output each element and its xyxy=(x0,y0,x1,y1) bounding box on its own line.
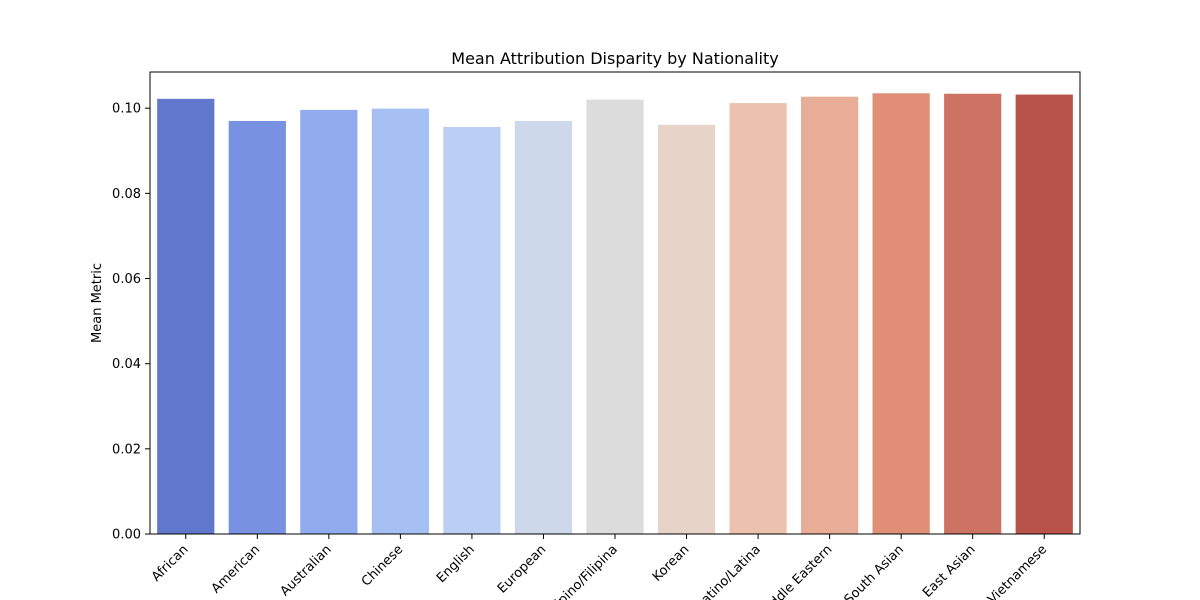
bar xyxy=(801,96,859,534)
x-tick-label: Middle Eastern xyxy=(757,542,836,600)
bar xyxy=(228,120,286,534)
y-tick-label: 0.10 xyxy=(112,102,141,117)
y-tick-label: 0.04 xyxy=(112,357,141,372)
bar xyxy=(872,93,930,534)
chart-title: Mean Attribution Disparity by Nationalit… xyxy=(451,49,778,68)
bar xyxy=(586,99,644,535)
bar xyxy=(944,93,1002,534)
x-tick-label: Latino/Latina xyxy=(693,542,763,600)
x-tick-label: Chinese xyxy=(359,542,406,589)
y-tick-label: 0.00 xyxy=(112,528,141,543)
bar xyxy=(657,124,716,535)
bars-layer xyxy=(157,93,1073,535)
x-tick-label: Filipino/Filipina xyxy=(543,542,621,600)
x-tick-label: Australian xyxy=(278,542,335,599)
y-tick-label: 0.08 xyxy=(112,187,141,202)
y-axis-label: Mean Metric xyxy=(90,263,105,343)
bar xyxy=(300,109,358,535)
x-tick-label: American xyxy=(209,542,263,596)
bar xyxy=(514,120,573,534)
bar xyxy=(729,103,787,534)
x-tick-label: East Asian xyxy=(920,542,978,600)
y-tick-label: 0.02 xyxy=(112,442,141,457)
y-axis: 0.00 0.02 0.04 0.06 0.08 0.10 xyxy=(112,102,150,543)
bar xyxy=(443,126,501,535)
y-tick-label: 0.06 xyxy=(112,272,141,287)
x-tick-label: Vietnamese xyxy=(985,542,1050,600)
bar xyxy=(157,98,215,534)
x-tick-label: Korean xyxy=(650,542,692,584)
bar xyxy=(371,108,429,535)
x-tick-label: African xyxy=(149,542,192,585)
x-tick-label: South Asian xyxy=(842,542,907,600)
x-tick-label: European xyxy=(495,542,549,596)
x-tick-label: English xyxy=(434,542,478,586)
plot-frame xyxy=(149,71,1081,535)
x-axis: African American Australian Chinese English E… xyxy=(149,534,1050,600)
bar xyxy=(1015,94,1073,534)
